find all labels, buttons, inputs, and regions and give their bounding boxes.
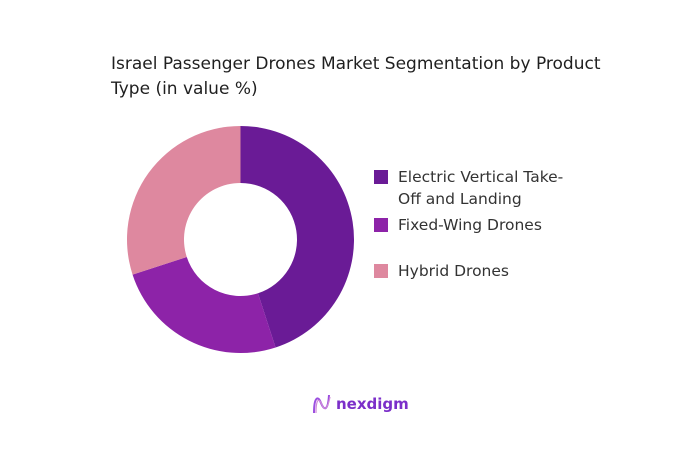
logo-text: nexdigm xyxy=(336,395,409,413)
slice-hybrid xyxy=(127,126,241,275)
slice-fixed-wing xyxy=(132,256,276,353)
slice-evtol xyxy=(240,126,354,348)
legend-item-hybrid: Hybrid Drones xyxy=(374,260,584,282)
legend-item-evtol: Electric Vertical Take-Off and Landing xyxy=(374,166,584,214)
legend: Electric Vertical Take-Off and Landing F… xyxy=(374,166,584,282)
chart-title: Israel Passenger Drones Market Segmentat… xyxy=(111,54,601,99)
legend-label: Electric Vertical Take-Off and Landing xyxy=(398,168,564,208)
legend-swatch xyxy=(374,170,388,184)
legend-swatch xyxy=(374,264,388,278)
legend-swatch xyxy=(374,218,388,232)
nexdigm-logo: nexdigm xyxy=(312,393,409,415)
logo-wave-icon xyxy=(313,394,331,414)
legend-label: Hybrid Drones xyxy=(398,262,509,280)
legend-item-fixed-wing: Fixed-Wing Drones xyxy=(374,214,584,260)
legend-label: Fixed-Wing Drones xyxy=(398,216,542,234)
